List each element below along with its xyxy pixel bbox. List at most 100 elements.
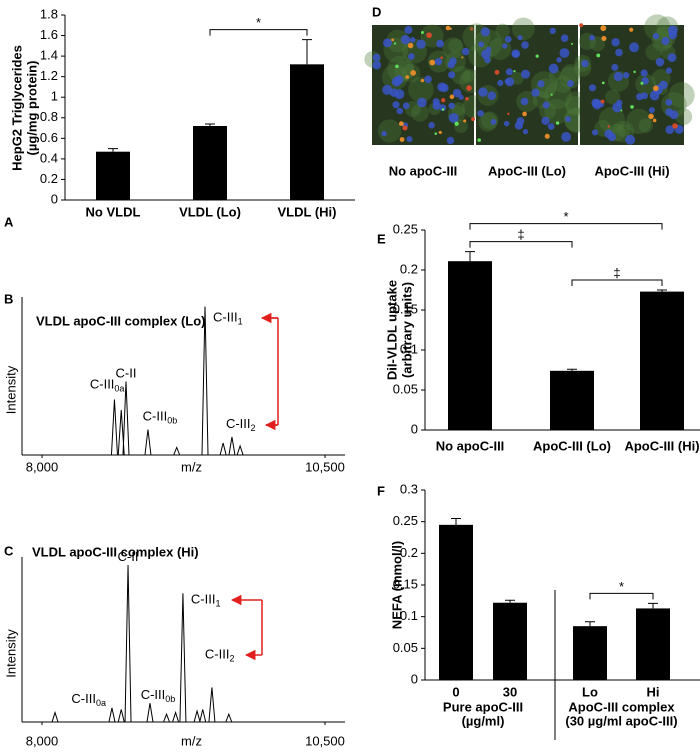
nucleus — [461, 47, 470, 56]
y-tick-label: 0.15 — [393, 301, 418, 316]
nucleus — [641, 77, 649, 85]
haze — [565, 96, 585, 116]
nucleus — [502, 43, 508, 49]
nucleus — [417, 97, 427, 108]
x-tick-label: No VLDL — [86, 204, 141, 219]
haze — [638, 118, 654, 133]
peak-label-sub: 0a — [114, 384, 124, 394]
y-tick-label: 0.2 — [40, 171, 58, 186]
haze — [616, 123, 631, 137]
lipid-spot — [398, 121, 404, 127]
arrow-frame — [262, 317, 279, 426]
lipid-spot — [465, 96, 469, 101]
y-axis-label: (µg/mg protein) — [24, 61, 39, 156]
nucleus — [589, 34, 595, 41]
nucleus — [556, 57, 562, 63]
y-axis-label: NEFA (mmol/l) — [389, 541, 404, 629]
x-tick-label: ApoC-III (Hi) — [624, 438, 699, 453]
error-bar — [567, 368, 577, 371]
lipid-spot — [653, 85, 659, 92]
nucleus — [625, 134, 636, 145]
bar — [636, 608, 670, 680]
nucleus — [648, 107, 655, 114]
bar — [290, 64, 324, 200]
nucleus — [400, 34, 411, 45]
green-spot — [630, 105, 634, 109]
haze — [559, 66, 582, 89]
lipid-spot — [672, 123, 678, 129]
nucleus — [649, 90, 660, 101]
y-tick-label: 0.1 — [400, 608, 418, 623]
nucleus — [512, 50, 520, 58]
lipid-spot — [391, 38, 395, 42]
haze — [644, 14, 671, 41]
significance-bracket — [469, 223, 663, 230]
lipid-spot — [544, 133, 550, 139]
peak — [122, 381, 130, 456]
y-tick-label: 0.1 — [400, 341, 418, 356]
lipid-spot — [445, 25, 451, 31]
nucleus — [409, 37, 416, 43]
green-spot — [620, 109, 623, 112]
significance-label: * — [619, 579, 624, 594]
y-tick-label: 0.05 — [393, 381, 418, 396]
nucleus — [432, 101, 441, 110]
peak-label-main: C-III — [143, 409, 168, 424]
lipid-spot — [399, 137, 405, 142]
peak — [219, 442, 227, 456]
bar — [493, 602, 527, 680]
peak-label: C-III1 — [213, 310, 243, 327]
bar — [640, 291, 684, 430]
peak-label: C-III2 — [226, 416, 256, 433]
lipid-spot — [652, 118, 657, 123]
nucleus — [565, 116, 572, 123]
y-tick-label: 1.2 — [40, 68, 58, 83]
haze — [462, 70, 475, 83]
lipid-spot — [600, 25, 607, 32]
y-tick-label: 1.4 — [40, 48, 58, 63]
lipid-spot — [600, 99, 605, 104]
panel-letter: E — [377, 231, 386, 246]
nucleus — [504, 78, 511, 85]
nucleus — [449, 57, 457, 65]
nucleus — [520, 97, 529, 106]
panel-letter: A — [4, 214, 14, 229]
haze — [675, 108, 693, 126]
peak — [173, 446, 181, 456]
image-caption: ApoC-III (Hi) — [594, 163, 669, 178]
nucleus — [559, 48, 570, 58]
nucleus — [522, 128, 529, 135]
nucleus — [480, 27, 490, 37]
nucleus — [652, 32, 660, 40]
nucleus — [372, 60, 382, 70]
y-tick-label: 0.25 — [393, 513, 418, 528]
nucleus — [537, 80, 545, 88]
lipid-spot — [440, 56, 443, 59]
significance-bracket — [589, 592, 654, 600]
lipid-spot — [461, 56, 464, 59]
nucleus — [520, 69, 531, 79]
haze — [511, 17, 535, 41]
nucleus — [391, 76, 402, 87]
significance-label: * — [256, 15, 261, 30]
nucleus — [611, 63, 619, 71]
nucleus — [440, 83, 449, 93]
y-axis-label: HepG2 Triglycerides — [9, 45, 24, 171]
nucleus — [665, 108, 673, 116]
green-spot — [395, 64, 399, 69]
nucleus — [448, 102, 455, 109]
lipid-spot — [601, 35, 607, 42]
nucleus — [416, 39, 426, 49]
error-bar — [108, 148, 118, 152]
peak-label-sub: 1 — [215, 599, 220, 609]
haze — [478, 112, 498, 132]
nucleus — [478, 41, 485, 48]
peak-label-sub: 0a — [96, 698, 106, 708]
y-tick-label: 0.25 — [393, 221, 418, 236]
y-tick-label: 0 — [51, 191, 58, 206]
peak-label: C-II — [118, 549, 139, 564]
haze — [408, 76, 434, 103]
peak-label: C-III0a — [90, 377, 125, 394]
y-tick-label: 0 — [411, 421, 418, 436]
lipid-spot — [410, 70, 417, 76]
